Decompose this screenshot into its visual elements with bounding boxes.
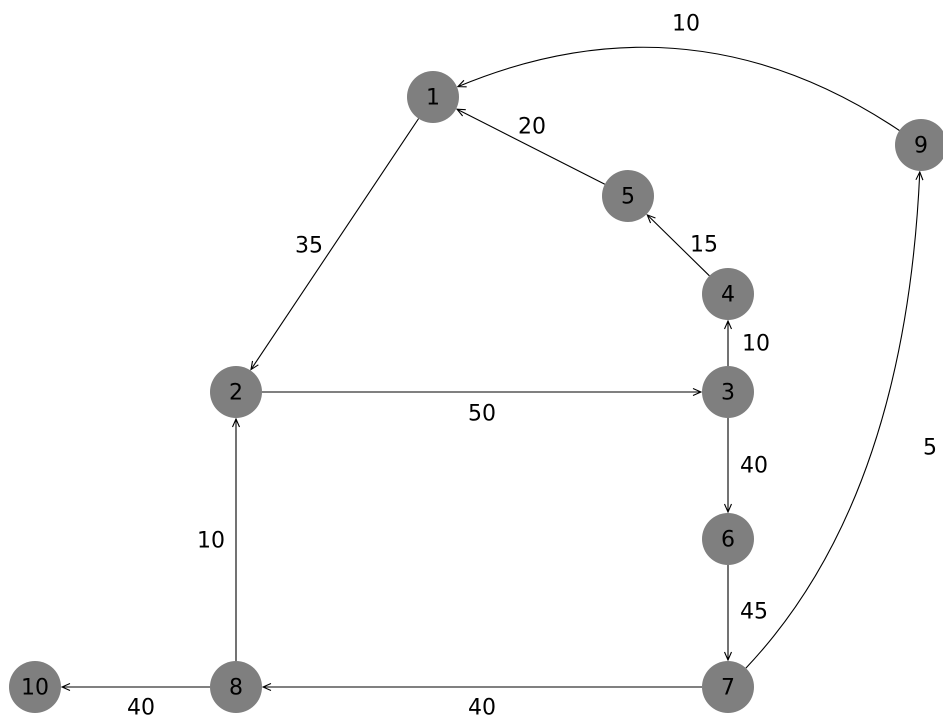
edge-weight-2-to-3: 50 xyxy=(468,402,496,427)
edge-weight-3-to-6: 40 xyxy=(740,454,768,479)
edge-weight-7-to-9: 5 xyxy=(923,436,937,461)
node-4-label: 4 xyxy=(721,283,735,308)
edge-7-to-9 xyxy=(745,172,920,669)
edge-weight-7-to-8: 40 xyxy=(468,696,496,719)
node-1: 1 xyxy=(407,71,459,123)
node-9-circle xyxy=(895,119,943,171)
node-8: 8 xyxy=(210,661,262,713)
node-8-circle xyxy=(210,661,262,713)
node-4-circle xyxy=(702,268,754,320)
edge-1-to-2 xyxy=(251,118,420,370)
node-5-label: 5 xyxy=(621,185,635,210)
node-5-circle xyxy=(602,170,654,222)
node-3: 3 xyxy=(702,366,754,418)
node-6-circle xyxy=(702,513,754,565)
node-3-label: 3 xyxy=(721,381,735,406)
edge-weight-3-to-4: 10 xyxy=(742,332,770,357)
node-1-circle xyxy=(407,71,459,123)
edges-layer xyxy=(62,46,920,687)
node-2-label: 2 xyxy=(229,381,243,406)
edge-weight-5-to-1: 20 xyxy=(518,115,546,140)
node-7-label: 7 xyxy=(721,676,735,701)
node-8-label: 8 xyxy=(229,676,243,701)
node-9: 9 xyxy=(895,119,943,171)
edge-5-to-1 xyxy=(457,109,606,185)
edge-9-to-1 xyxy=(458,46,900,131)
node-2-circle xyxy=(210,366,262,418)
node-10-circle xyxy=(9,661,61,713)
edge-weight-8-to-10: 40 xyxy=(127,696,155,719)
edge-weight-1-to-2: 35 xyxy=(295,234,323,259)
node-10-label: 10 xyxy=(21,676,49,701)
node-5: 5 xyxy=(602,170,654,222)
node-2: 2 xyxy=(210,366,262,418)
edge-weight-6-to-7: 45 xyxy=(740,600,768,625)
node-6-label: 6 xyxy=(721,528,735,553)
edge-weight-8-to-2: 10 xyxy=(197,529,225,554)
node-1-label: 1 xyxy=(426,86,440,111)
node-10: 10 xyxy=(9,661,61,713)
node-4: 4 xyxy=(702,268,754,320)
node-7-circle xyxy=(702,661,754,713)
node-6: 6 xyxy=(702,513,754,565)
edge-4-to-5 xyxy=(647,215,710,277)
node-9-label: 9 xyxy=(914,134,928,159)
node-3-circle xyxy=(702,366,754,418)
edge-weight-4-to-5: 15 xyxy=(690,233,718,258)
node-7: 7 xyxy=(702,661,754,713)
edge-weight-9-to-1: 10 xyxy=(672,12,700,37)
